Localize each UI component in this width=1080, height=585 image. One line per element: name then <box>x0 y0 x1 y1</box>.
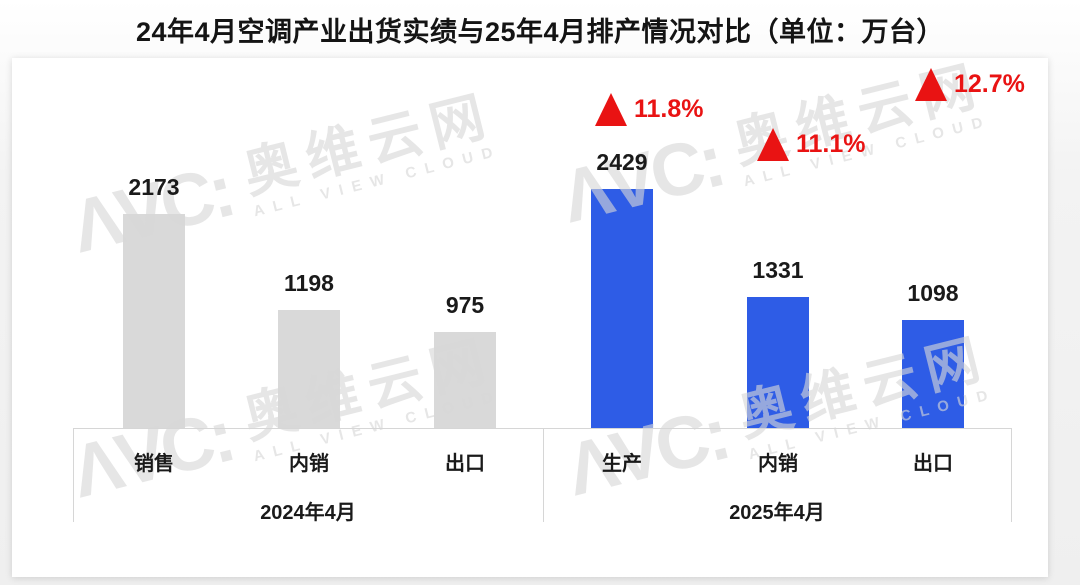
axis-group-divider <box>543 428 544 522</box>
bar-value-label: 2173 <box>128 174 180 200</box>
bar-value-label: 1331 <box>752 257 804 283</box>
growth-percent: 12.7% <box>954 70 1025 98</box>
growth-up-triangle-icon <box>595 93 627 126</box>
chart-title: 24年4月空调产业出货实绩与25年4月排产情况对比（单位：万台） <box>135 17 945 47</box>
growth-up-triangle-icon <box>915 68 947 101</box>
bar-内销 <box>278 310 340 428</box>
category-label: 销售 <box>134 453 174 475</box>
bar-value-label: 2429 <box>596 149 648 175</box>
growth-indicator: 11.1% <box>757 128 866 161</box>
group-label: 2024年4月 <box>260 502 356 524</box>
watermark-name: 奥维云网 <box>237 84 501 205</box>
group-label: 2025年4月 <box>729 502 825 524</box>
bar-销售 <box>123 214 185 428</box>
category-label: 内销 <box>758 453 798 475</box>
category-label: 出口 <box>445 453 485 475</box>
growth-indicator: 11.8% <box>595 93 704 126</box>
bar-value-label: 975 <box>445 292 485 318</box>
category-label: 内销 <box>289 453 329 475</box>
bar-生产 <box>591 189 653 428</box>
growth-percent: 11.1% <box>796 130 866 158</box>
category-label: 生产 <box>602 453 642 475</box>
growth-up-triangle-icon <box>757 128 789 161</box>
bar-内销 <box>747 297 809 428</box>
bar-value-label: 1198 <box>284 270 334 296</box>
bar-value-label: 1098 <box>907 280 959 306</box>
axis-box <box>73 428 1012 522</box>
category-label: 出口 <box>913 453 953 475</box>
bar-出口 <box>434 332 496 428</box>
chart-card: ΛVC: 奥维云网 ALL VIEW CLOUD ΛVC: 奥维云网 ALL VIEW C… <box>12 58 1048 577</box>
bar-出口 <box>902 320 964 428</box>
watermark-tagline: ALL VIEW CLOUD <box>251 142 504 221</box>
growth-indicator: 12.7% <box>915 68 1025 101</box>
growth-percent: 11.8% <box>634 95 704 123</box>
